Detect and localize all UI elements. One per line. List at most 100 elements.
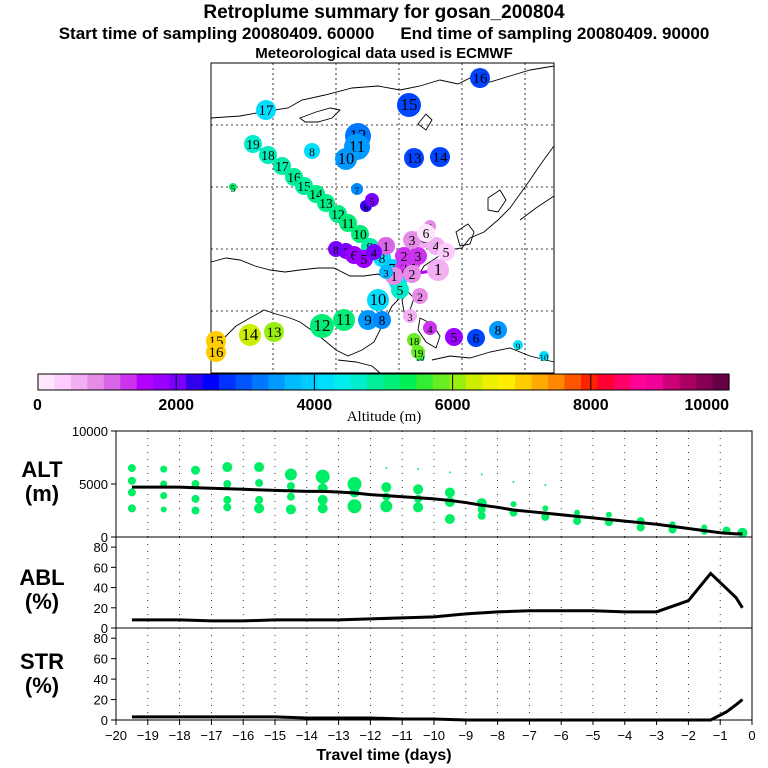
map-marker-label: 14 — [242, 325, 259, 344]
colorbar-title: Altitude (m) — [346, 409, 422, 425]
alt-particle — [477, 505, 486, 514]
colorbar-segment — [87, 374, 105, 390]
colorbar-segment — [136, 374, 154, 390]
map-marker: 1 — [427, 259, 449, 281]
alt-particle — [573, 517, 582, 526]
y-tick-label: 0 — [101, 713, 108, 728]
alt-particle — [480, 473, 483, 476]
colorbar-segment — [597, 374, 615, 390]
end-time-label: End time of sampling 20080409. 90000 — [400, 24, 710, 43]
alt-particle — [255, 478, 264, 487]
map-marker-label: 13 — [267, 325, 282, 341]
map-marker-dot — [339, 214, 357, 232]
map-marker-label: 9 — [516, 342, 521, 352]
alt-particle — [127, 504, 136, 513]
map-marker-label: 4 — [427, 325, 433, 336]
colorbar-segment — [103, 374, 121, 390]
map-marker: 3 — [403, 309, 417, 324]
abl-panel-label: ABL (%) — [2, 566, 82, 614]
map-marker-dot — [470, 68, 490, 88]
colorbar-segment — [399, 374, 418, 390]
y-tick-label: 20 — [94, 601, 108, 616]
map-marker-dot — [244, 135, 262, 153]
map-marker-dot — [358, 310, 378, 330]
alt-particle — [413, 502, 424, 513]
map-marker-dot — [264, 322, 284, 342]
colorbar-segment — [169, 374, 187, 390]
map-marker-dot — [437, 243, 455, 261]
colorbar-segment — [465, 374, 483, 390]
map-marker-dot — [489, 321, 507, 339]
alt-particle — [223, 495, 232, 504]
coastline — [337, 359, 381, 374]
alt-particle — [544, 484, 547, 487]
alt-particle — [127, 464, 136, 473]
map-marker: 2 — [395, 247, 413, 265]
map-marker-label: 8 — [309, 145, 315, 159]
map-marker: 5 — [445, 328, 463, 346]
panel-str: 0 20 40 60 80 — [94, 627, 753, 728]
map-marker-dot — [409, 247, 427, 265]
map-marker-dot — [379, 265, 393, 279]
x-tick-label: −13 — [328, 728, 350, 743]
map-marker-label: 5 — [361, 252, 368, 267]
colorbar: 0 2000 4000 6000 8000 10000 — [33, 373, 730, 414]
map-marker-dot — [467, 329, 485, 347]
map-marker-dot — [317, 194, 335, 212]
map-marker-label: 3 — [383, 269, 388, 280]
y-tick-label: 80 — [94, 631, 108, 646]
colorbar-tick-label: 10000 — [685, 397, 730, 414]
map-marker-label: 10 — [338, 149, 355, 168]
map-marker-label: 6 — [423, 226, 430, 241]
map-marker-dot — [412, 288, 428, 304]
alt-particle — [255, 495, 264, 504]
map-marker-dot — [273, 157, 291, 175]
x-tick-label: −17 — [200, 728, 222, 743]
map-marker-dot — [403, 309, 417, 323]
map-marker-dot — [351, 225, 369, 243]
alt-particle — [160, 506, 167, 513]
colorbar-segment — [531, 374, 549, 390]
alt-particle — [448, 471, 451, 474]
abl-label-line2: (%) — [24, 589, 60, 614]
x-tick-label: −9 — [458, 728, 473, 743]
met-data-label: Meteorological data used is ECMWF — [255, 45, 513, 62]
colorbar-segment — [251, 374, 269, 390]
map-marker: 3 — [403, 231, 421, 249]
x-tick-label: −12 — [359, 728, 381, 743]
map-marker-dot — [373, 311, 391, 329]
map-marker-label: 4 — [371, 246, 377, 260]
alt-particle — [254, 503, 265, 514]
colorbar-segment — [548, 374, 566, 390]
alt-particle — [512, 480, 515, 483]
map-marker-dot — [239, 324, 261, 346]
map-marker-label: 8 — [379, 313, 386, 328]
map-marker-dot — [351, 183, 363, 195]
panel-alt: 0 5000 10000 — [72, 424, 753, 545]
coastline — [417, 113, 433, 131]
x-axis: −20 −19 −18 −17 −16 −15 −14 −13 −12 −11 −10 −9 −8 −7−… — [105, 720, 756, 743]
map-marker-dot — [304, 143, 320, 159]
map-marker: 9 — [358, 310, 378, 330]
colorbar-segment — [334, 374, 352, 390]
y-tick-label: 10000 — [72, 424, 108, 439]
map-marker: 11 — [339, 214, 357, 232]
x-tick-label: −20 — [105, 728, 127, 743]
alt-particle — [542, 505, 549, 512]
colorbar-segment — [186, 374, 204, 390]
alt-particle — [444, 487, 455, 498]
map-marker-label: 5 — [397, 283, 404, 298]
colorbar-segment — [663, 374, 681, 390]
map-marker-label: 5 — [231, 184, 236, 194]
map-marker: 14 — [430, 147, 450, 167]
str-line — [131, 698, 744, 722]
map-marker: 15 — [295, 177, 313, 195]
abl-line — [131, 571, 744, 623]
map-marker-label: 14 — [433, 150, 449, 166]
map-marker-dot — [259, 146, 277, 164]
map-marker-label: 7 — [355, 186, 360, 196]
map-marker-label: 16 — [209, 345, 225, 361]
map-marker: 10 — [367, 289, 389, 311]
sampling-times: Start time of sampling 20080409. 60000 En… — [0, 24, 768, 44]
alt-particle — [413, 484, 424, 495]
